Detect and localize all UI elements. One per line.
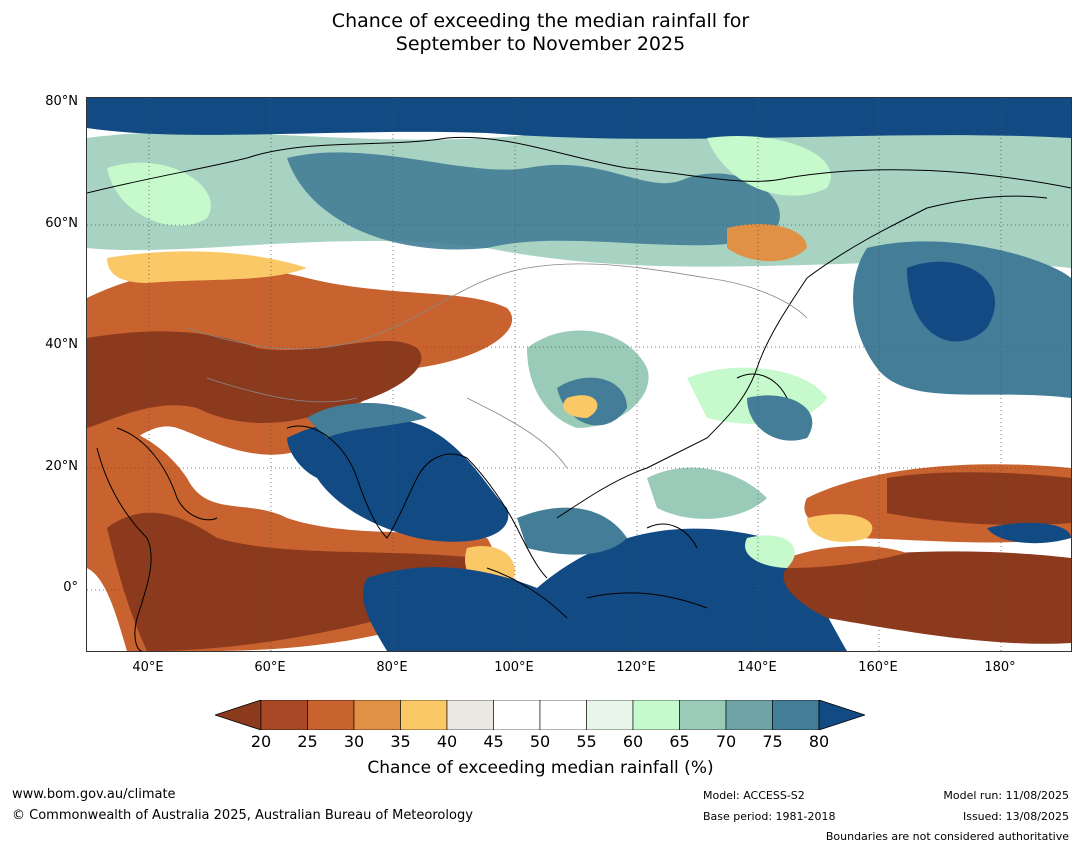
title-line-1: Chance of exceeding the median rainfall …	[331, 10, 750, 32]
colorbar-tick-label: 75	[762, 732, 783, 751]
colorbar-box	[725, 699, 773, 731]
colorbar-tick-label: 70	[715, 732, 737, 751]
colorbar-tick-label: 65	[669, 732, 690, 751]
lon-label-60e: 60°E	[254, 660, 286, 675]
footer-model-run: Model run: 11/08/2025	[943, 789, 1069, 802]
lat-label-0: 0°	[63, 580, 78, 595]
colorbar-tick-label: 50	[529, 732, 551, 751]
lon-label-180: 180°	[984, 660, 1016, 675]
footer-base-period: Base period: 1981-2018	[703, 810, 836, 823]
colorbar-extend-low	[213, 699, 262, 731]
lon-label-160e: 160°E	[858, 660, 898, 675]
footer-boundaries: Boundaries are not considered authoritat…	[825, 830, 1069, 843]
colorbar-box	[586, 699, 634, 731]
colorbar-tick-label: 25	[297, 732, 318, 751]
colorbar-extend-high	[818, 699, 867, 731]
colorbar-box	[307, 699, 355, 731]
colorbar-tick-label: 55	[576, 732, 597, 751]
footer-model: Model: ACCESS-S2	[703, 789, 805, 802]
colorbar-box	[260, 699, 308, 731]
rainfall-map	[86, 97, 1072, 652]
lon-label-40e: 40°E	[132, 660, 164, 675]
lon-label-120e: 120°E	[616, 660, 656, 675]
colorbar-tick-label: 30	[343, 732, 365, 751]
colorbar-svg	[213, 699, 867, 731]
colorbar-tick-label: 20	[250, 732, 272, 751]
lat-label-60n: 60°N	[45, 216, 78, 231]
colorbar-box	[493, 699, 541, 731]
footer-copyright: © Commonwealth of Australia 2025, Austra…	[12, 808, 473, 823]
lat-label-40n: 40°N	[45, 337, 78, 352]
colorbar-tick-label: 45	[483, 732, 504, 751]
colorbar-box	[632, 699, 680, 731]
colorbar-tick-label: 40	[436, 732, 458, 751]
lat-label-20n: 20°N	[45, 459, 78, 474]
lon-label-100e: 100°E	[494, 660, 534, 675]
colorbar-box	[772, 699, 820, 731]
colorbar-box	[446, 699, 494, 731]
title-line-2: September to November 2025	[395, 33, 686, 55]
lat-label-80n: 80°N	[45, 94, 78, 109]
lon-label-80e: 80°E	[376, 660, 408, 675]
footer-issued: Issued: 13/08/2025	[962, 810, 1069, 823]
colorbar-label: Chance of exceeding median rainfall (%)	[367, 758, 714, 778]
lon-label-140e: 140°E	[737, 660, 777, 675]
map-title: Chance of exceeding the median rainfall …	[0, 10, 1081, 56]
colorbar	[213, 699, 867, 731]
colorbar-tick-label: 80	[808, 732, 830, 751]
map-canvas	[87, 98, 1071, 651]
colorbar-box	[539, 699, 587, 731]
colorbar-tick-label: 35	[390, 732, 411, 751]
colorbar-box	[353, 699, 401, 731]
colorbar-tick-label: 60	[622, 732, 644, 751]
colorbar-box	[400, 699, 448, 731]
colorbar-box	[679, 699, 727, 731]
footer-url: www.bom.gov.au/climate	[12, 787, 176, 802]
